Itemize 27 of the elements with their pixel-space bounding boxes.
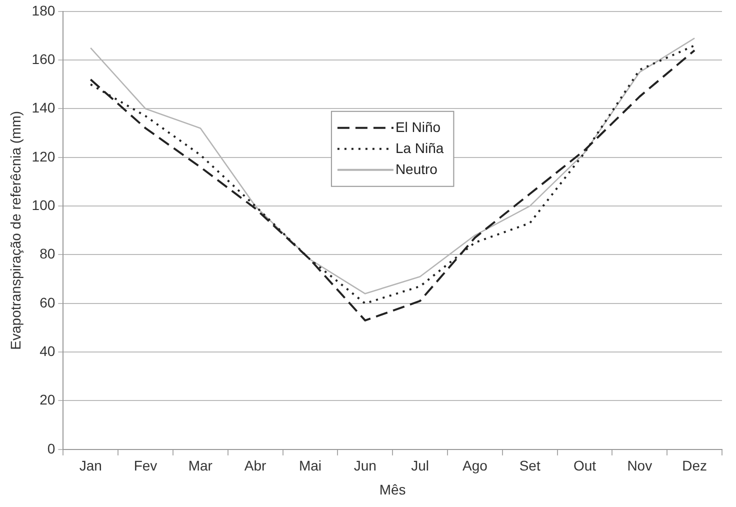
y-tick-label: 120 [32,148,56,164]
x-tick-label: Abr [244,458,267,474]
x-tick-label: Jan [79,458,102,474]
x-tick-label: Dez [682,458,707,474]
x-tick-label: Fev [134,458,158,474]
x-tick-label: Mai [298,458,322,474]
legend-label: El Niño [395,118,441,135]
y-tick-label: 80 [40,246,56,262]
y-tick-label: 60 [40,294,56,310]
x-tick-label: Set [519,458,540,474]
legend-label: Neutro [395,160,438,177]
y-tick-label: 40 [40,342,56,359]
x-tick-label: Jul [411,458,429,474]
y-tick-label: 20 [40,392,56,408]
x-tick-label: Out [573,458,596,474]
y-tick-label: 180 [32,2,56,18]
x-tick-label: Mar [188,458,213,474]
y-tick-label: 140 [32,100,56,116]
y-axis-title: Evapotranspiração de referêcnia (mm) [7,110,24,350]
x-tick-label: Ago [462,458,488,474]
y-tick-label: 160 [32,50,56,67]
x-tick-label: Jun [354,458,376,474]
x-axis-title: Mês [379,481,406,498]
y-tick-label: 100 [32,196,56,213]
y-tick-label: 0 [47,440,56,456]
legend-label: La Niña [395,140,444,156]
x-tick-label: Nov [627,458,652,474]
